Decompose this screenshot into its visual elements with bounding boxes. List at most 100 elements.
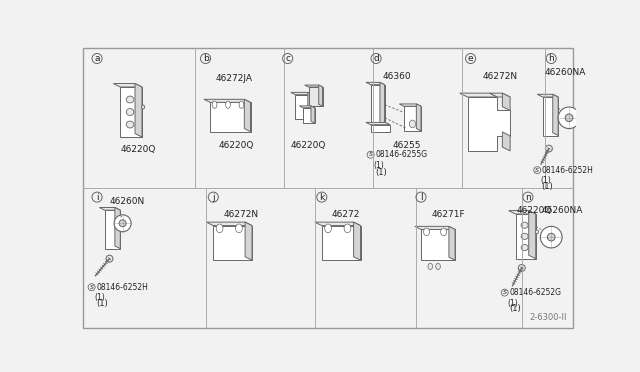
Text: 46271F: 46271F [431, 210, 465, 219]
Polygon shape [206, 222, 252, 225]
Circle shape [106, 255, 113, 262]
Text: (1): (1) [508, 299, 518, 308]
Ellipse shape [410, 120, 415, 128]
Ellipse shape [324, 224, 332, 233]
Text: k: k [319, 193, 324, 202]
Polygon shape [460, 93, 497, 97]
Polygon shape [113, 84, 142, 87]
Text: (1): (1) [375, 168, 387, 177]
Text: 46260N: 46260N [109, 197, 145, 206]
Ellipse shape [141, 105, 145, 109]
Polygon shape [371, 125, 390, 132]
Circle shape [119, 220, 126, 227]
Circle shape [565, 114, 573, 122]
Text: (1): (1) [95, 294, 106, 302]
Ellipse shape [226, 101, 230, 108]
Text: 46272: 46272 [332, 210, 360, 219]
Text: 46272N: 46272N [223, 210, 259, 219]
Ellipse shape [424, 228, 429, 236]
Polygon shape [380, 82, 385, 125]
Polygon shape [319, 85, 323, 106]
Polygon shape [213, 225, 252, 260]
Text: c: c [285, 54, 290, 63]
Text: (1): (1) [374, 161, 385, 170]
Text: 46255: 46255 [393, 141, 421, 150]
Polygon shape [366, 122, 390, 125]
Circle shape [558, 107, 580, 129]
Polygon shape [490, 93, 510, 97]
Polygon shape [99, 208, 120, 210]
Polygon shape [529, 211, 536, 259]
Polygon shape [311, 106, 315, 123]
Polygon shape [553, 94, 558, 135]
Circle shape [545, 145, 552, 152]
Polygon shape [115, 208, 120, 249]
Text: e: e [468, 54, 474, 63]
Text: 08146-6255G: 08146-6255G [375, 150, 428, 159]
Text: 46220Q: 46220Q [120, 145, 156, 154]
Polygon shape [509, 211, 536, 214]
Text: 08146-6252G: 08146-6252G [509, 288, 561, 297]
Text: 46220Q: 46220Q [219, 141, 254, 150]
Polygon shape [543, 97, 558, 135]
Ellipse shape [236, 224, 243, 233]
Text: S: S [535, 168, 540, 173]
Text: n: n [525, 193, 531, 202]
Text: j: j [212, 193, 214, 202]
Polygon shape [135, 84, 142, 137]
Ellipse shape [126, 121, 134, 128]
Text: (1): (1) [541, 182, 553, 191]
Ellipse shape [216, 224, 223, 233]
Polygon shape [210, 102, 250, 132]
Text: (1): (1) [509, 304, 522, 313]
Text: 08146-6252H: 08146-6252H [96, 283, 148, 292]
Polygon shape [537, 94, 558, 97]
Ellipse shape [428, 263, 433, 269]
Text: l: l [420, 193, 422, 202]
Text: S: S [502, 290, 507, 295]
Text: S: S [369, 152, 372, 157]
Polygon shape [305, 85, 323, 87]
Circle shape [540, 226, 562, 248]
Ellipse shape [212, 101, 217, 108]
Text: 46272JA: 46272JA [216, 74, 253, 83]
Polygon shape [245, 222, 252, 260]
Polygon shape [308, 87, 323, 106]
Polygon shape [303, 108, 315, 123]
Text: 46220Q: 46220Q [291, 141, 326, 150]
Polygon shape [417, 104, 421, 131]
Circle shape [114, 215, 131, 232]
Polygon shape [291, 92, 312, 95]
Polygon shape [449, 226, 455, 260]
Polygon shape [366, 82, 385, 85]
Polygon shape [502, 132, 510, 151]
Polygon shape [296, 95, 312, 119]
Ellipse shape [535, 230, 538, 234]
Polygon shape [353, 222, 360, 260]
Polygon shape [516, 214, 536, 259]
Circle shape [518, 264, 525, 272]
Polygon shape [502, 93, 510, 110]
Polygon shape [371, 85, 385, 125]
Polygon shape [308, 92, 312, 119]
Ellipse shape [239, 101, 244, 108]
Text: 08146-6252H: 08146-6252H [542, 166, 594, 174]
Ellipse shape [436, 263, 440, 269]
Text: 46220Q: 46220Q [516, 206, 552, 215]
Text: (1): (1) [96, 299, 108, 308]
Polygon shape [322, 225, 360, 260]
Text: a: a [94, 54, 100, 63]
Polygon shape [467, 97, 510, 151]
Polygon shape [244, 99, 250, 132]
Text: 46272N: 46272N [483, 71, 518, 81]
Text: 46260NA: 46260NA [541, 206, 582, 215]
Text: (1): (1) [540, 176, 551, 185]
Polygon shape [421, 230, 455, 260]
Text: 46260NA: 46260NA [545, 68, 586, 77]
Ellipse shape [126, 96, 134, 103]
Polygon shape [300, 106, 315, 108]
Text: h: h [548, 54, 554, 63]
Polygon shape [404, 106, 421, 131]
Polygon shape [105, 210, 120, 249]
Ellipse shape [126, 109, 134, 115]
